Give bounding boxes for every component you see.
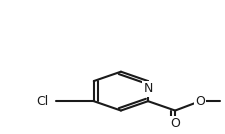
Text: O: O [194,95,204,108]
Text: Cl: Cl [36,95,48,108]
Text: O: O [169,117,179,130]
Text: N: N [143,82,152,95]
